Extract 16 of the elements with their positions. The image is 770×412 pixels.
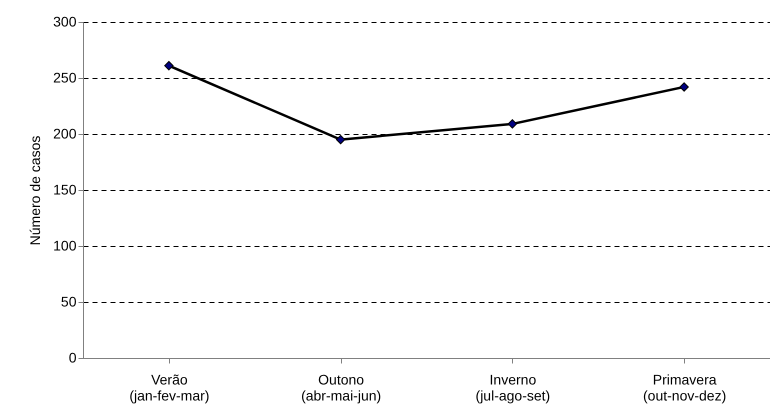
y-tick-label: 150 [53,182,77,198]
y-tick-label: 100 [53,238,77,254]
y-tick-label: 50 [60,294,77,310]
x-tick-label: Primavera (out-nov-dez) [642,372,726,404]
x-tick-label: Outono (abr-mai-jun) [301,372,382,404]
point [679,82,689,92]
point [336,134,346,144]
y-axis-title: Número de casos [27,136,44,246]
y-tick-label: 300 [53,14,77,30]
y-tick-label: 250 [53,70,77,86]
x-tick-label: Verão (jan-fev-mar) [129,372,210,404]
y-tick-label: 200 [53,126,77,142]
point [508,119,518,129]
x-tick-label: Inverno (jul-ago-set) [476,372,550,404]
y-tick-label: 0 [68,350,77,366]
point [164,60,174,70]
